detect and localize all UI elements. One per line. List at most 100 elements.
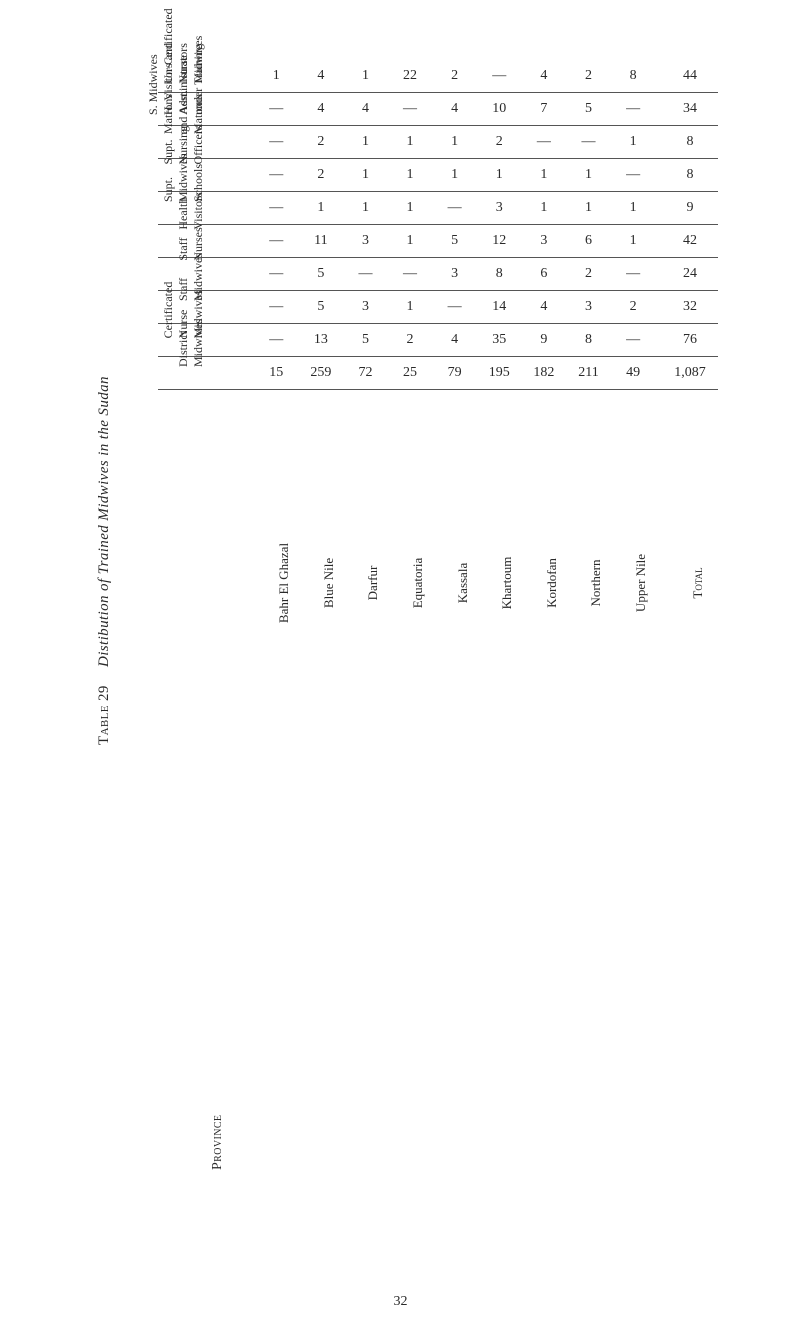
table-cell: 1 — [343, 60, 388, 93]
table-cell: — — [388, 93, 433, 126]
table-cell: 1 — [566, 159, 611, 192]
table-cell: 4 — [522, 60, 567, 93]
table-cell: 4 — [299, 93, 344, 126]
table-cell: 4 — [299, 60, 344, 93]
table-cell: 1 — [388, 291, 433, 324]
table-cell: 15 — [254, 357, 299, 390]
table-row: StaffMidwives—531—1443232 — [158, 291, 718, 324]
table-cell: — — [254, 93, 299, 126]
row-total: 76 — [662, 324, 718, 357]
table-cell: 79 — [432, 357, 477, 390]
table-cell: 1 — [522, 159, 567, 192]
table-cell: 1 — [611, 126, 656, 159]
table-cell: 3 — [522, 225, 567, 258]
table-cell: 8 — [611, 60, 656, 93]
row-total: 34 — [662, 93, 718, 126]
table-cell: 2 — [566, 60, 611, 93]
row-total: 24 — [662, 258, 718, 291]
province-cell: Darfur — [343, 391, 388, 591]
table-cell: — — [254, 291, 299, 324]
province-cell: Kordofan — [522, 391, 567, 591]
table-cell: 1 — [388, 225, 433, 258]
table-cell: — — [254, 126, 299, 159]
data-table: Un-CertificatedNurseMidwives141222—42844… — [158, 60, 718, 591]
table-cell: 2 — [566, 258, 611, 291]
table-cell: 1 — [343, 192, 388, 225]
province-cell: Upper Nile — [611, 391, 656, 591]
row-total: 32 — [662, 291, 718, 324]
table-cell: — — [254, 159, 299, 192]
table-cell: 1 — [388, 126, 433, 159]
table-cell: 2 — [611, 291, 656, 324]
table-cell: — — [254, 324, 299, 357]
row-total: 42 — [662, 225, 718, 258]
province-cell: Khartoum — [477, 391, 522, 591]
table-cell: 6 — [522, 258, 567, 291]
table-cell: — — [388, 258, 433, 291]
table-cell: — — [611, 324, 656, 357]
table-cell: 9 — [522, 324, 567, 357]
table-row: StaffNurses—5——3862—24 — [158, 258, 718, 291]
table-cell: 4 — [343, 93, 388, 126]
table-cell: 7 — [522, 93, 567, 126]
table-cell: 12 — [477, 225, 522, 258]
table-cell: 2 — [299, 126, 344, 159]
table-cell: 1 — [388, 192, 433, 225]
row-header: DistrictMidwives — [158, 357, 254, 390]
table-cell: 4 — [432, 93, 477, 126]
table-cell: 6 — [566, 225, 611, 258]
table-cell: — — [611, 93, 656, 126]
table-cell: — — [611, 159, 656, 192]
table-row: DistrictMidwives15259722579195182211491,… — [158, 357, 718, 390]
page: Table 29 Distibution of Trained Midwives… — [0, 0, 801, 1330]
table-cell: 3 — [343, 291, 388, 324]
table-cell: — — [254, 225, 299, 258]
table-cell: 3 — [477, 192, 522, 225]
table-title: Distibution of Trained Midwives in the S… — [96, 376, 112, 667]
total-label-cell: Total — [662, 391, 718, 591]
table-row: Supt.NursingOfficers—2111111—8 — [158, 159, 718, 192]
table-cell: 3 — [432, 258, 477, 291]
table-cell: 49 — [611, 357, 656, 390]
table-cell: 8 — [477, 258, 522, 291]
table-cell: 22 — [388, 60, 433, 93]
table-cell: 14 — [477, 291, 522, 324]
table-cell: 13 — [299, 324, 344, 357]
table-cell: 1 — [432, 159, 477, 192]
table-row: Un-CertificatedNurseMidwives141222—42844 — [158, 60, 718, 93]
table-cell: 195 — [477, 357, 522, 390]
table-cell: 1 — [432, 126, 477, 159]
table-cell: 5 — [432, 225, 477, 258]
table-cell: — — [477, 60, 522, 93]
table-cell: 1 — [522, 192, 567, 225]
table-cell: 3 — [343, 225, 388, 258]
table-cell: 4 — [522, 291, 567, 324]
province-cell: Northern — [566, 391, 611, 591]
table-row: Matronsand Asst.Matrons—21112——18 — [158, 126, 718, 159]
province-cell: Bahr El Ghazal — [254, 391, 299, 591]
table-cell: — — [254, 258, 299, 291]
table-cell: 5 — [343, 324, 388, 357]
table-caption: Table 29 Distibution of Trained Midwives… — [96, 376, 113, 745]
table-cell: 1 — [254, 60, 299, 93]
table-cell: 3 — [566, 291, 611, 324]
province-heading: Province — [210, 1115, 226, 1170]
table-cell: — — [522, 126, 567, 159]
table-cell: — — [611, 258, 656, 291]
table-cell: 1 — [343, 126, 388, 159]
table-cell: 182 — [522, 357, 567, 390]
table-cell: 5 — [566, 93, 611, 126]
table-cell: — — [432, 192, 477, 225]
province-cell: Kassala — [432, 391, 477, 591]
row-total: 9 — [662, 192, 718, 225]
table-row: Supt.MidwivesSchools—111—31119 — [158, 192, 718, 225]
page-number: 32 — [0, 1294, 801, 1310]
row-total: 8 — [662, 159, 718, 192]
table-cell: 1 — [388, 159, 433, 192]
table-cell: 10 — [477, 93, 522, 126]
total-label: Total — [690, 567, 706, 598]
table-cell: — — [566, 126, 611, 159]
table-row: HealthVisitors—113151236142 — [158, 225, 718, 258]
table-cell: 1 — [477, 159, 522, 192]
table-cell: 2 — [432, 60, 477, 93]
